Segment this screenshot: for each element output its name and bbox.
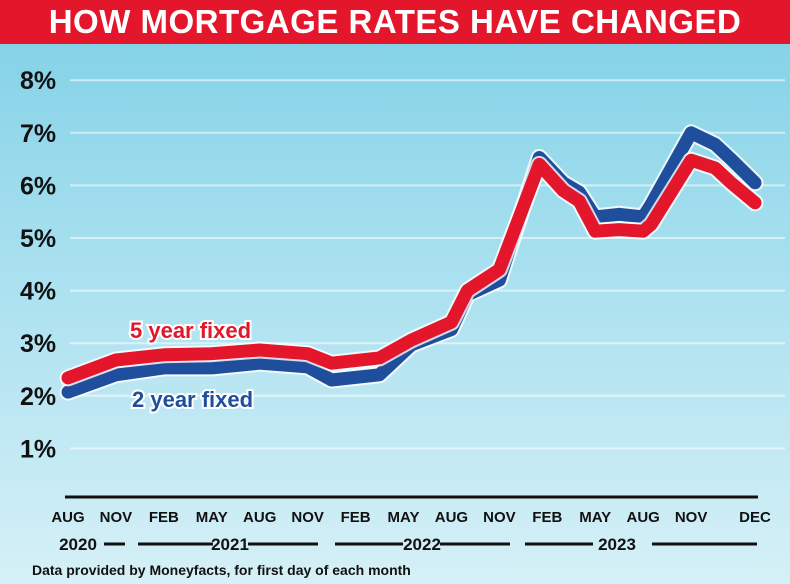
x-tick-label: DEC: [739, 509, 771, 526]
series-label-5-year: 5 year fixed: [130, 318, 251, 343]
year-label: 2023: [598, 535, 636, 554]
x-tick-label: MAY: [196, 509, 228, 526]
x-tick-label: NOV: [483, 509, 516, 526]
y-tick-label: 1%: [20, 435, 56, 463]
x-tick-label: AUG: [435, 509, 468, 526]
x-tick-label: AUG: [51, 509, 84, 526]
x-tick-label: FEB: [149, 509, 179, 526]
y-tick-label: 8%: [20, 67, 56, 95]
source-note: Data provided by Moneyfacts, for first d…: [32, 562, 411, 578]
x-tick-label: NOV: [675, 509, 708, 526]
y-tick-label: 3%: [20, 330, 56, 358]
year-label: 2020: [59, 535, 97, 554]
y-tick-label: 4%: [20, 278, 56, 306]
y-tick-label: 2%: [20, 383, 56, 411]
x-tick-label: MAY: [388, 509, 420, 526]
chart-title: HOW MORTGAGE RATES HAVE CHANGED: [0, 0, 790, 44]
y-tick-label: 7%: [20, 120, 56, 148]
series-line-5-year-fixed: [61, 153, 762, 385]
x-tick-label: FEB: [532, 509, 562, 526]
year-label: 2021: [211, 535, 249, 554]
x-tick-label: AUG: [626, 509, 659, 526]
year-label: 2022: [403, 535, 441, 554]
series-label-2-year: 2 year fixed: [132, 387, 253, 412]
x-tick-label: AUG: [243, 509, 276, 526]
y-tick-label: 5%: [20, 225, 56, 253]
x-tick-label: MAY: [579, 509, 611, 526]
x-tick-label: NOV: [100, 509, 133, 526]
x-tick-label: NOV: [291, 509, 324, 526]
series-line-2-year-fixed: [61, 126, 762, 399]
x-tick-label: FEB: [341, 509, 371, 526]
y-tick-label: 6%: [20, 172, 56, 200]
